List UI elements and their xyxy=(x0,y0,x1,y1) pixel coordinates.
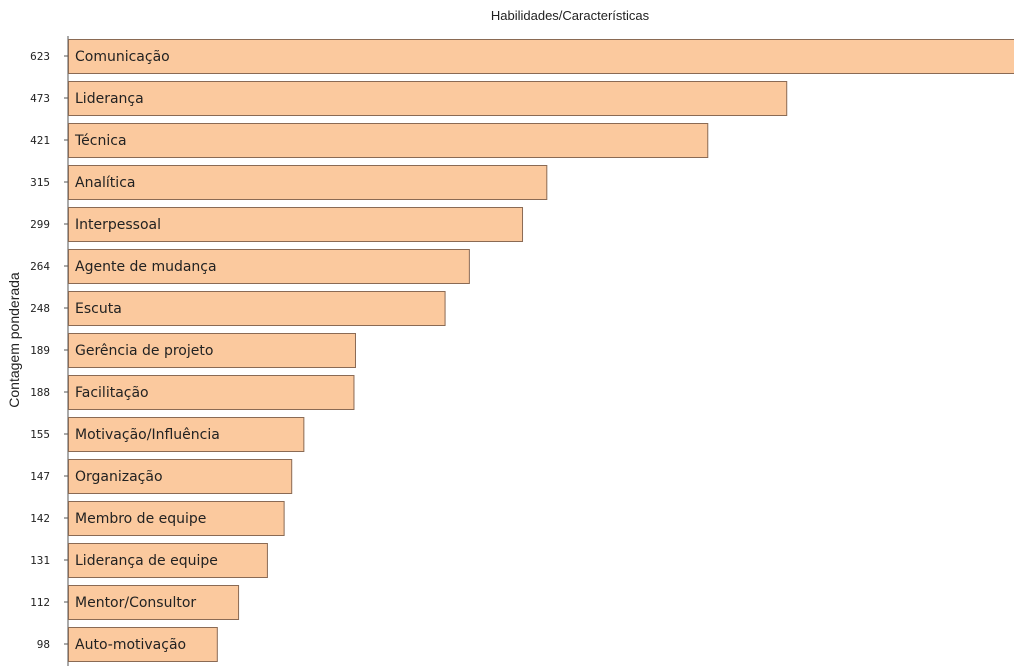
bar xyxy=(68,39,1014,74)
bar xyxy=(68,81,788,116)
value-label: 264 xyxy=(30,260,50,273)
value-label: 189 xyxy=(30,344,50,357)
category-label: Liderança de equipe xyxy=(75,553,218,569)
category-label: Motivação/Influência xyxy=(75,427,220,443)
category-label: Mentor/Consultor xyxy=(75,595,196,611)
value-label: 112 xyxy=(30,596,50,609)
bar xyxy=(68,123,709,158)
category-label: Técnica xyxy=(74,133,127,149)
category-label: Facilitação xyxy=(75,385,149,401)
category-label: Liderança xyxy=(75,91,144,107)
category-label: Analítica xyxy=(75,175,135,191)
bar xyxy=(68,459,293,494)
category-label: Gerência de projeto xyxy=(75,343,213,359)
bar xyxy=(68,501,285,536)
bar xyxy=(68,249,470,284)
value-label: 248 xyxy=(30,302,50,315)
value-label: 131 xyxy=(30,554,50,567)
bar xyxy=(68,375,355,410)
value-label: 473 xyxy=(30,92,50,105)
value-label: 299 xyxy=(30,218,50,231)
value-label: 315 xyxy=(30,176,50,189)
value-label: 421 xyxy=(30,134,50,147)
bar xyxy=(68,627,218,662)
bar xyxy=(68,291,446,326)
category-label: Escuta xyxy=(75,301,122,317)
bar xyxy=(68,207,524,242)
category-label: Agente de mudança xyxy=(75,259,217,275)
value-label: 623 xyxy=(30,50,50,63)
bar xyxy=(68,165,548,200)
value-label: 188 xyxy=(30,386,50,399)
category-label: Auto-motivação xyxy=(75,637,186,653)
bar xyxy=(68,333,356,368)
category-label: Organização xyxy=(75,469,163,485)
bar xyxy=(68,417,305,452)
value-label: 147 xyxy=(30,470,50,483)
value-label: 98 xyxy=(37,638,50,651)
bar xyxy=(68,585,240,620)
bar xyxy=(68,543,268,578)
category-label: Membro de equipe xyxy=(75,511,206,527)
category-label: Interpessoal xyxy=(75,217,161,233)
value-label: 142 xyxy=(30,512,50,525)
category-label: Comunicação xyxy=(75,49,170,65)
chart-title: Habilidades/Características xyxy=(490,8,650,23)
value-label: 155 xyxy=(30,428,50,441)
